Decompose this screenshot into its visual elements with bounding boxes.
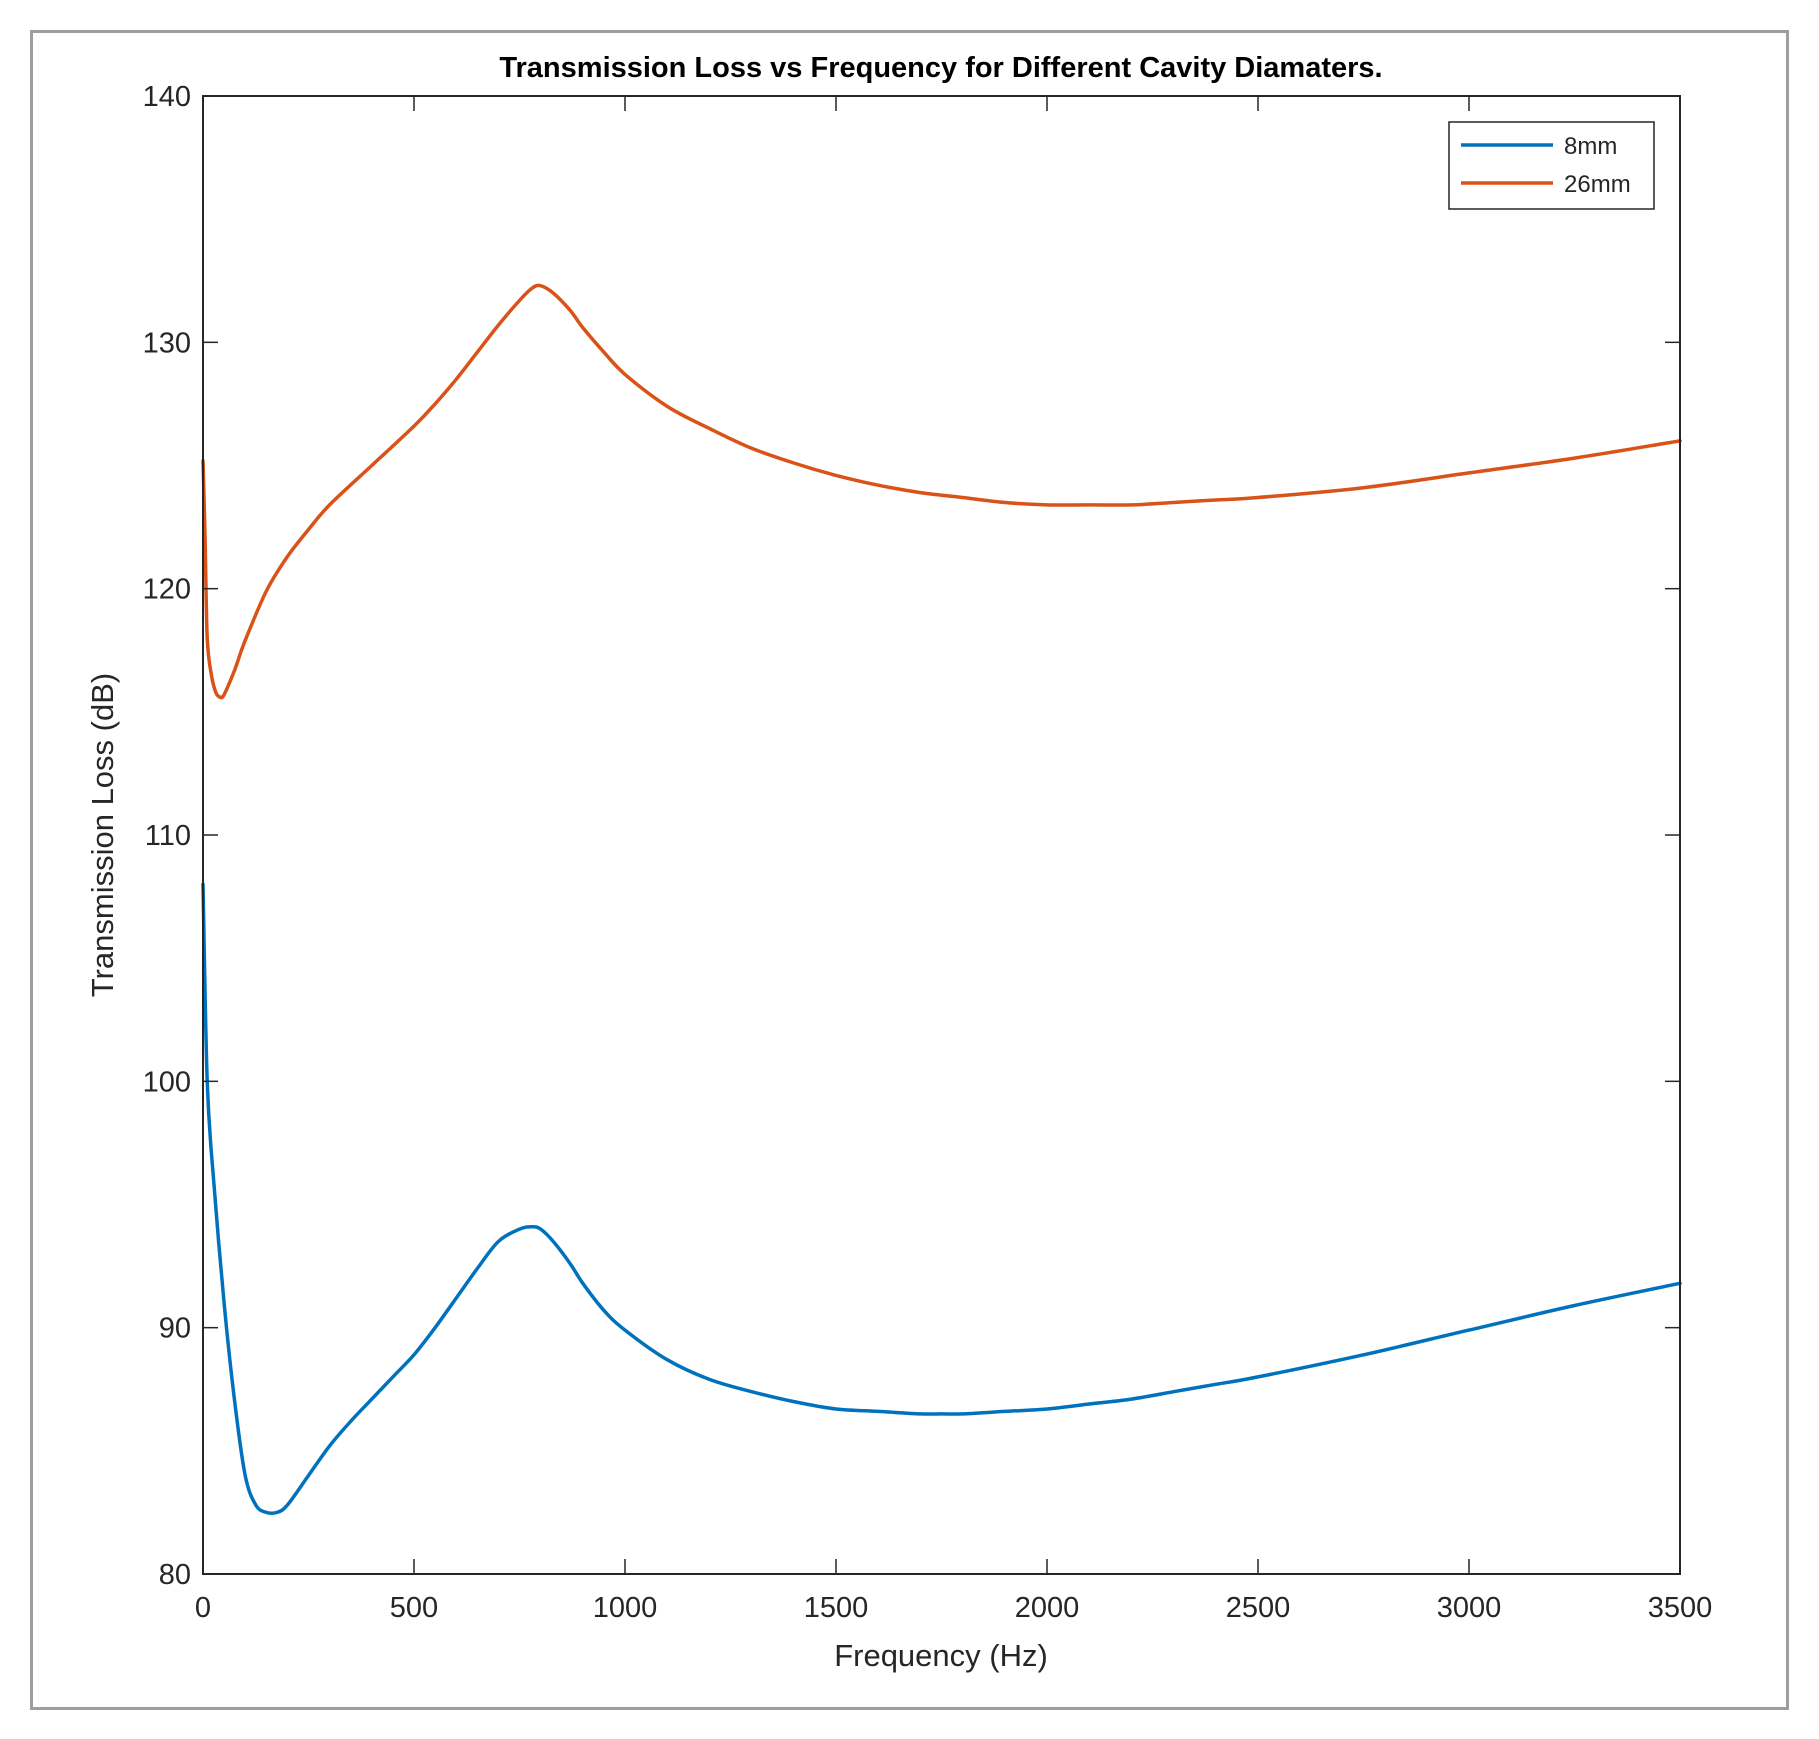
x-axis-label: Frequency (Hz) (834, 1638, 1048, 1673)
y-tick-label: 120 (143, 574, 191, 606)
x-tick-label: 1000 (593, 1592, 658, 1624)
x-tick-label: 3500 (1648, 1592, 1713, 1624)
series-layer (201, 283, 1682, 1516)
legend-label-8mm: 8mm (1564, 133, 1617, 160)
y-tick-label: 100 (143, 1066, 191, 1098)
x-tick-label: 3000 (1437, 1592, 1502, 1624)
y-tick-label: 80 (159, 1559, 191, 1591)
ticks-layer: 0 500 1000 1500 2000 2500 3000 3500 80 90 100 110 12… (143, 81, 1713, 1624)
y-tick-label: 90 (159, 1313, 191, 1345)
y-axis-label: Transmission Loss (dB) (85, 673, 120, 997)
y-tick-label: 110 (145, 820, 191, 852)
x-tick-label: 0 (195, 1592, 211, 1624)
x-tick-label: 500 (390, 1592, 438, 1624)
series-line-26mm (201, 283, 1682, 700)
series-line-8mm (201, 882, 1682, 1516)
legend-label-26mm: 26mm (1564, 171, 1631, 198)
plot-area-background (203, 96, 1680, 1574)
x-tick-label: 1500 (804, 1592, 869, 1624)
legend-box (1448, 121, 1655, 210)
chart-title: Transmission Loss vs Frequency for Diffe… (499, 52, 1382, 84)
y-tick-label: 140 (143, 81, 191, 113)
x-tick-label: 2000 (1015, 1592, 1080, 1624)
y-tick-label: 130 (143, 327, 191, 359)
plot-area-border (202, 95, 1681, 1575)
legend: 8mm 26mm (1448, 121, 1655, 210)
x-tick-label: 2500 (1226, 1592, 1291, 1624)
